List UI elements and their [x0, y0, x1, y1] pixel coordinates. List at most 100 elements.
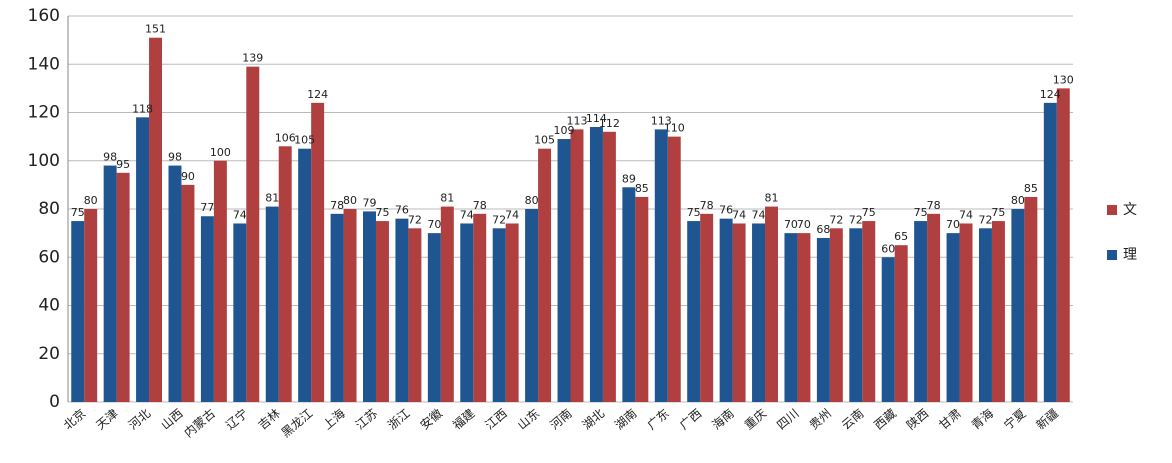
bar	[862, 221, 876, 402]
bar	[330, 213, 344, 402]
bar	[233, 223, 247, 402]
bar	[829, 228, 843, 402]
value-label: 80	[525, 194, 539, 207]
value-label: 80	[84, 194, 98, 207]
value-label: 124	[1040, 88, 1061, 101]
value-label: 65	[894, 230, 908, 243]
bar	[719, 218, 733, 402]
x-tick-label: 河南	[547, 405, 575, 432]
x-tick-label: 湖南	[611, 405, 639, 432]
value-label: 100	[210, 146, 231, 159]
bar	[752, 223, 766, 402]
x-tick-label: 宁夏	[1001, 405, 1029, 432]
value-label: 85	[1024, 182, 1038, 195]
value-label: 130	[1053, 73, 1074, 86]
value-label: 72	[408, 213, 422, 226]
bar	[589, 126, 603, 402]
bar	[667, 136, 681, 402]
bar	[816, 237, 830, 402]
bar	[395, 218, 409, 402]
bar	[687, 221, 701, 402]
value-label: 70	[427, 218, 441, 231]
bar	[849, 228, 863, 402]
bar	[1011, 209, 1025, 402]
value-label: 75	[914, 206, 928, 219]
x-tick-label: 海南	[709, 405, 737, 432]
bar	[622, 187, 636, 402]
bar	[602, 131, 616, 403]
bar	[116, 172, 130, 402]
value-label: 68	[816, 223, 830, 236]
x-tick-label: 上海	[320, 405, 348, 432]
bar	[765, 206, 778, 402]
value-label: 74	[752, 208, 766, 221]
bar	[492, 228, 506, 402]
bar	[914, 221, 928, 402]
value-label: 74	[959, 208, 973, 221]
bar	[168, 165, 182, 402]
value-label: 105	[294, 134, 315, 147]
value-label: 70	[946, 218, 960, 231]
bar	[278, 146, 292, 402]
bar	[654, 129, 668, 402]
y-tick-label: 0	[49, 392, 60, 412]
value-label: 77	[200, 201, 214, 214]
bar	[797, 233, 811, 402]
bar	[1056, 88, 1070, 402]
value-label: 76	[395, 204, 409, 217]
x-tick-label: 江苏	[353, 406, 380, 432]
x-tick-label: 云南	[838, 405, 866, 432]
x-tick-label: 贵州	[807, 406, 834, 432]
bar	[311, 102, 325, 402]
y-tick-label: 140	[28, 54, 60, 74]
value-label: 113	[566, 114, 587, 127]
value-label: 78	[330, 199, 344, 212]
legend-swatch	[1107, 205, 1117, 215]
value-label: 95	[116, 158, 130, 171]
bar	[927, 213, 941, 402]
x-tick-label: 黑龙江	[279, 406, 316, 440]
x-tick-label: 湖北	[579, 405, 607, 432]
bar	[557, 139, 571, 402]
value-label: 75	[71, 206, 85, 219]
value-label: 151	[145, 23, 166, 36]
value-label: 60	[881, 242, 895, 255]
bar	[700, 213, 714, 402]
value-label: 124	[307, 88, 328, 101]
bar	[136, 117, 150, 402]
legend-label: 文	[1123, 202, 1137, 218]
value-label: 89	[622, 172, 636, 185]
x-tick-label: 重庆	[742, 406, 769, 432]
bar	[149, 37, 163, 403]
value-label: 98	[168, 151, 182, 164]
value-label: 72	[978, 213, 992, 226]
bar	[408, 228, 422, 402]
x-tick-label: 北京	[61, 406, 88, 432]
value-label: 98	[103, 151, 117, 164]
x-tick-label: 福建	[449, 405, 477, 432]
bar	[440, 206, 454, 402]
bar	[246, 66, 260, 402]
value-label: 81	[265, 192, 279, 205]
value-label: 75	[687, 206, 701, 219]
value-label: 75	[375, 206, 389, 219]
x-tick-label: 天津	[93, 406, 120, 432]
value-label: 74	[460, 208, 474, 221]
value-label: 112	[599, 117, 620, 130]
bar	[460, 223, 474, 402]
bar	[894, 245, 908, 402]
bar	[959, 223, 973, 402]
bar	[946, 233, 960, 402]
y-tick-label: 60	[38, 247, 60, 267]
value-label: 72	[849, 213, 863, 226]
value-label: 113	[651, 114, 672, 127]
value-label: 70	[784, 218, 798, 231]
bar	[473, 213, 487, 402]
bar	[881, 257, 895, 402]
bar	[298, 148, 312, 402]
x-tick-label: 青海	[968, 405, 996, 432]
x-tick-label: 四川	[774, 406, 801, 432]
bar	[200, 216, 214, 402]
y-tick-label: 40	[38, 296, 60, 316]
